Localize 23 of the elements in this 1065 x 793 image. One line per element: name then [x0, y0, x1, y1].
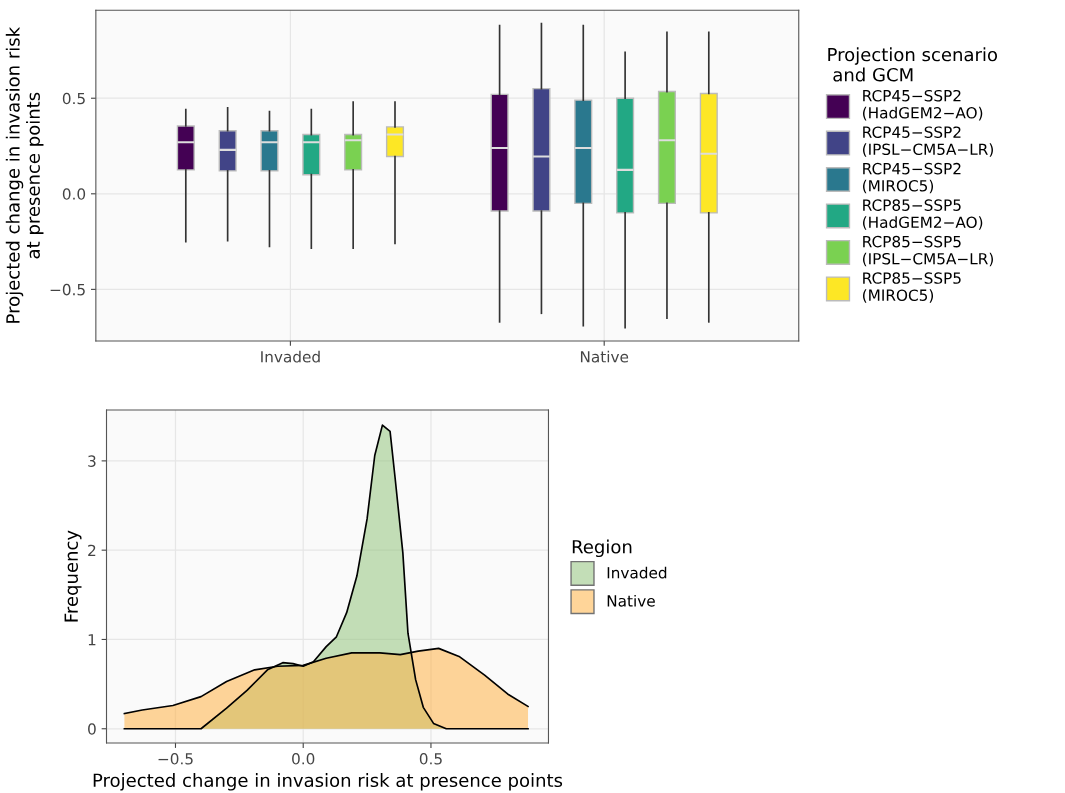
legend-label: Native: [607, 594, 655, 607]
x-tick-label: −0.5: [158, 753, 193, 765]
legend-label: Invaded: [607, 566, 667, 579]
legend-label: RCP85−SSP5 (IPSL−CM5A−LR): [863, 235, 993, 267]
legend-label: RCP45−SSP2 (IPSL−CM5A−LR): [863, 126, 993, 157]
legend-label: RCP45−SSP2 (HadGEM2−AO): [863, 89, 983, 121]
y-tick-label: −0.5: [50, 283, 85, 296]
y-tick-label: 3: [88, 455, 96, 467]
y-axis-title: Projected change in invasion risk at presence points: [5, 26, 44, 323]
y-tick-label: 2: [88, 544, 96, 556]
x-axis-title: Projected change in invasion risk at presence points: [93, 773, 563, 791]
y-tick-label: 0.0: [62, 188, 86, 200]
legend-title: Region: [572, 539, 632, 558]
legend-label: RCP85−SSP5 (HadGEM2−AO): [863, 199, 983, 230]
y-tick-label: 1: [88, 634, 96, 646]
legend-label: RCP45−SSP2 (MIROC5): [863, 162, 961, 194]
x-tick-label: 0.0: [292, 753, 315, 765]
x-tick-label: 0.5: [419, 753, 442, 765]
y-axis-title: Frequency: [64, 530, 82, 622]
legend-title: Projection scenario and GCM: [828, 47, 998, 82]
y-tick-label: 0: [88, 723, 96, 735]
legend-label: RCP85−SSP5 (MIROC5): [863, 272, 961, 303]
y-tick-label: 0.5: [62, 92, 85, 105]
